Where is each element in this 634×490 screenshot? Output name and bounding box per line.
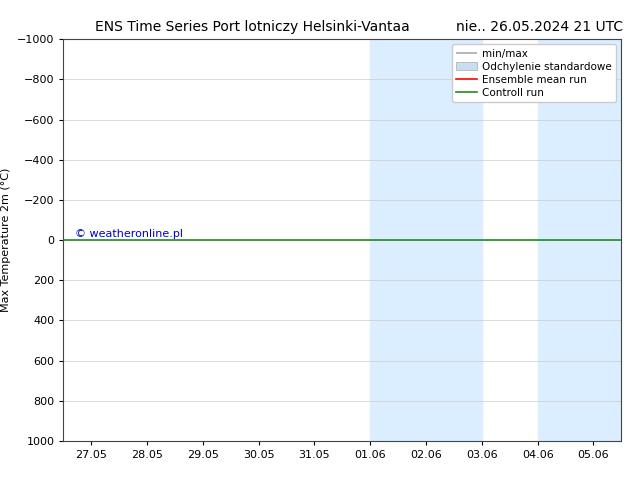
Text: © weatheronline.pl: © weatheronline.pl bbox=[75, 229, 183, 239]
Bar bbox=[370, 39, 482, 441]
Bar bbox=[538, 39, 621, 441]
Text: ENS Time Series Port lotniczy Helsinki-Vantaa: ENS Time Series Port lotniczy Helsinki-V… bbox=[95, 20, 410, 34]
Text: nie.. 26.05.2024 21 UTC: nie.. 26.05.2024 21 UTC bbox=[456, 20, 624, 34]
Y-axis label: Max Temperature 2m (°C): Max Temperature 2m (°C) bbox=[1, 168, 11, 312]
Legend: min/max, Odchylenie standardowe, Ensemble mean run, Controll run: min/max, Odchylenie standardowe, Ensembl… bbox=[452, 45, 616, 102]
